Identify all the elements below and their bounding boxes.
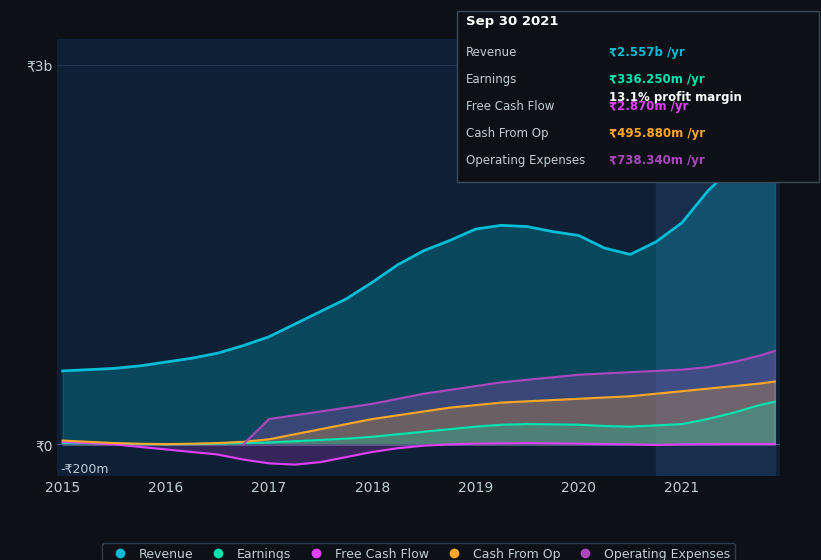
Text: ₹336.250m /yr: ₹336.250m /yr xyxy=(609,73,705,86)
Text: -₹200m: -₹200m xyxy=(61,463,109,476)
Text: ₹2.870m /yr: ₹2.870m /yr xyxy=(609,100,689,113)
Text: Free Cash Flow: Free Cash Flow xyxy=(466,100,554,113)
Text: Operating Expenses: Operating Expenses xyxy=(466,153,585,166)
Legend: Revenue, Earnings, Free Cash Flow, Cash From Op, Operating Expenses: Revenue, Earnings, Free Cash Flow, Cash … xyxy=(103,543,735,560)
Text: Cash From Op: Cash From Op xyxy=(466,127,548,139)
Bar xyxy=(656,39,775,476)
Text: ₹336.250m /yr: ₹336.250m /yr xyxy=(609,73,705,86)
Text: ₹738.340m /yr: ₹738.340m /yr xyxy=(609,153,705,166)
Text: ₹495.880m /yr: ₹495.880m /yr xyxy=(609,127,705,139)
Text: Earnings: Earnings xyxy=(466,73,517,86)
Text: Free Cash Flow: Free Cash Flow xyxy=(466,100,554,113)
Text: ₹2.557b /yr: ₹2.557b /yr xyxy=(609,46,685,59)
Text: 13.1% profit margin: 13.1% profit margin xyxy=(609,91,742,104)
Text: 13.1% profit margin: 13.1% profit margin xyxy=(609,91,742,104)
Text: Sep 30 2021: Sep 30 2021 xyxy=(466,15,558,28)
Text: Revenue: Revenue xyxy=(466,46,517,59)
Text: ₹738.340m /yr: ₹738.340m /yr xyxy=(609,153,705,166)
Text: Cash From Op: Cash From Op xyxy=(466,127,548,139)
Text: Earnings: Earnings xyxy=(466,73,517,86)
Text: Sep 30 2021: Sep 30 2021 xyxy=(466,15,558,28)
Text: ₹495.880m /yr: ₹495.880m /yr xyxy=(609,127,705,139)
Text: Operating Expenses: Operating Expenses xyxy=(466,153,585,166)
Text: ₹2.870m /yr: ₹2.870m /yr xyxy=(609,100,689,113)
Text: ₹2.557b /yr: ₹2.557b /yr xyxy=(609,46,685,59)
Text: Revenue: Revenue xyxy=(466,46,517,59)
